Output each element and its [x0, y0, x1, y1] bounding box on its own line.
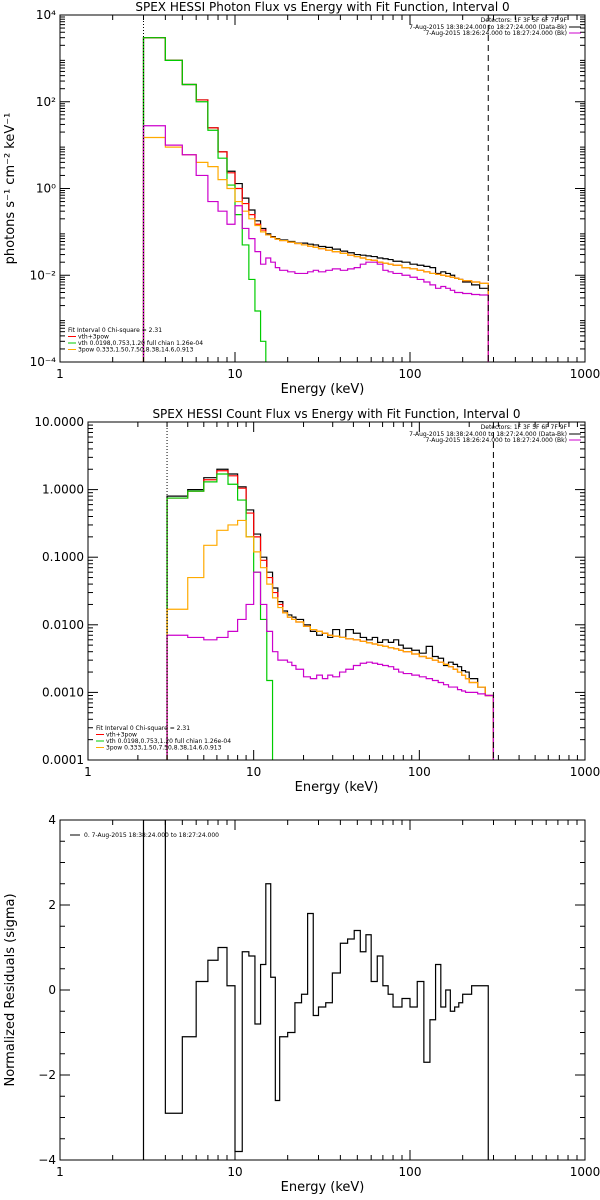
y-tick-label: 10.0000 [34, 415, 84, 429]
chart-panel-2: SPEX HESSI Count Flux vs Energy with Fit… [34, 407, 600, 795]
legend-bottom-label: Fit Interval 0 Chi-square = 2.31 [96, 725, 190, 732]
y-tick-label: 10² [36, 95, 56, 109]
series-line-1 [142, 820, 489, 1160]
legend-bottom-label: Fit Interval 0 Chi-square = 2.31 [68, 327, 162, 334]
y-tick-label: 0.0001 [42, 753, 84, 767]
x-tick-label: 1 [56, 367, 64, 381]
detectors-text: Detectors: 1F 3F 5F 6F 7F 9F [481, 17, 568, 24]
series-line-5 [142, 125, 489, 362]
legend-bottom-label: vth 0.0198,0.753,1.20 full chian 1.26e-0… [106, 738, 231, 745]
x-tick-label: 1 [84, 765, 92, 779]
series-line-4 [166, 519, 495, 760]
x-axis-label: Energy (keV) [281, 1180, 365, 1195]
x-tick-label: 10 [227, 1165, 242, 1179]
plot-frame [59, 819, 586, 1161]
legend-bottom-label: vth+3pow [106, 732, 137, 739]
y-tick-label: 0.1000 [42, 550, 84, 564]
series-line-1 [166, 468, 495, 760]
legend-bottom-label: 3pow 0.333,1.50,7.50,8.38,14.6,0.913 [106, 745, 222, 752]
x-tick-label: 100 [408, 765, 431, 779]
legend-top-label: 7-Aug-2015 18:38:24.000 to 18:27:24.000 … [409, 24, 567, 31]
legend-top-label: 7-Aug-2015 18:26:24.000 to 18:27:24.000 … [425, 437, 567, 444]
y-tick-label: 10⁰ [36, 182, 56, 196]
series-line-2 [166, 470, 495, 760]
legend-bottom-label: 3pow 0.333,1.50,7.50,8.38,14.6,0.913 [78, 347, 194, 354]
y-tick-label: 2 [48, 898, 56, 912]
x-tick-label: 100 [399, 1165, 422, 1179]
x-axis-label: Energy (keV) [295, 780, 379, 795]
series-line-3 [142, 37, 267, 362]
series-line-2 [142, 37, 489, 362]
series-line-1 [142, 37, 489, 362]
x-tick-label: 1 [56, 1165, 64, 1179]
legend-top-label: 7-Aug-2015 18:38:24.000 to 18:27:24.000 … [409, 431, 567, 438]
y-axis-label: Normalized Residuals (sigma) [3, 893, 18, 1086]
legend-label: 0. 7-Aug-2015 18:38:24.000 to 18:27:24.0… [84, 832, 219, 839]
y-tick-label: −2 [38, 1068, 56, 1082]
chart-title: SPEX HESSI Photon Flux vs Energy with Fi… [135, 0, 509, 14]
plot-frame [87, 421, 586, 761]
detectors-text: Detectors: 1F 3F 5F 6F 7F 9F [481, 424, 568, 431]
y-tick-label: 1.0000 [42, 483, 84, 497]
x-tick-label: 1000 [570, 367, 600, 381]
series-line-4 [142, 136, 489, 362]
y-tick-label: 4 [48, 813, 56, 827]
legend-bottom-label: vth 0.0198,0.753,1.20 full chian 1.26e-0… [78, 340, 203, 347]
y-tick-label: −4 [38, 1153, 56, 1167]
y-tick-label: 10⁴ [36, 8, 56, 22]
y-tick-label: 10⁻⁴ [30, 355, 57, 369]
chart-panel-3: 1 10 100 1000 Energy (keV) −4 −2 0 2 4 Normalized … [3, 813, 600, 1195]
x-tick-label: 1000 [570, 1165, 600, 1179]
y-tick-label: 0 [48, 983, 56, 997]
legend-top-label: 7-Aug-2015 18:26:24.000 to 18:27:24.000 … [425, 30, 567, 37]
x-axis-label: Energy (keV) [281, 382, 365, 397]
x-tick-label: 10 [227, 367, 242, 381]
series-line-3 [166, 473, 274, 760]
chart-title: SPEX HESSI Count Flux vs Energy with Fit… [152, 407, 520, 421]
y-tick-label: 10⁻² [30, 268, 57, 282]
x-tick-label: 100 [399, 367, 422, 381]
series-line-5 [166, 571, 495, 760]
y-tick-label: 0.0100 [42, 618, 84, 632]
chart-panel-1: SPEX HESSI Photon Flux vs Energy with Fi… [3, 0, 600, 397]
x-tick-label: 1000 [570, 765, 600, 779]
x-tick-label: 10 [246, 765, 261, 779]
plot-frame [59, 14, 586, 363]
legend-bottom-label: vth+3pow [78, 334, 109, 341]
y-tick-label: 0.0010 [42, 685, 84, 699]
y-axis-label: photons s⁻¹ cm⁻² keV⁻¹ [3, 113, 18, 265]
